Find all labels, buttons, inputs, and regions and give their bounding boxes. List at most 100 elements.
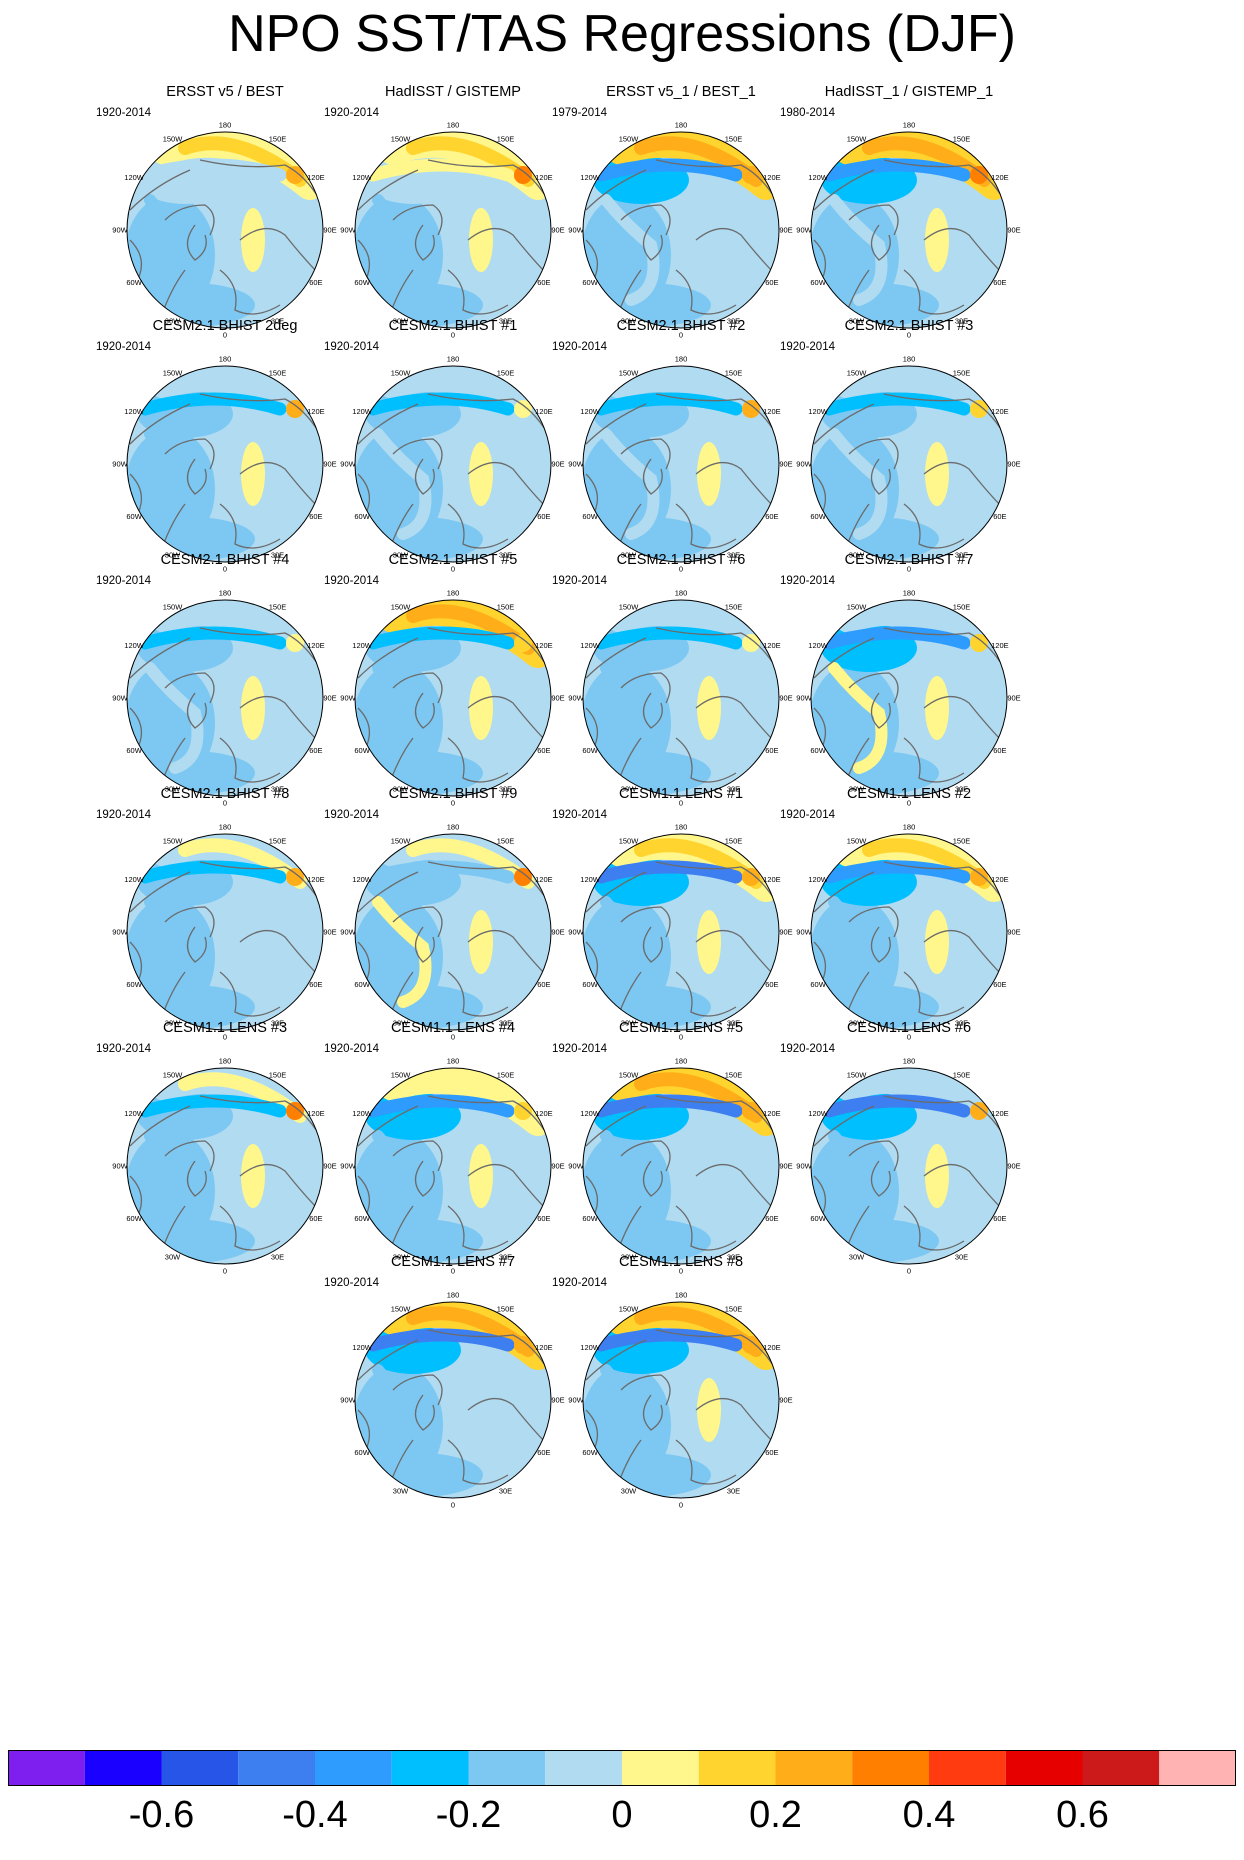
longitude-label: 120E (763, 173, 781, 182)
coastline (620, 1374, 671, 1406)
anomaly-region (241, 676, 265, 740)
polar-map: 180 150E 120E 90E 60E 30E 0 30W 60W 90W 120W 150W (340, 823, 564, 1042)
colorbar-segment (775, 1750, 853, 1786)
longitude-label: 150E (497, 603, 515, 612)
anomaly-band (862, 370, 991, 421)
coastline (695, 1164, 777, 1212)
colorbar-segment (1159, 1750, 1236, 1786)
colorbar-label: -0.6 (128, 1794, 195, 1836)
coastline (620, 1140, 671, 1172)
coastline (392, 438, 443, 470)
anomaly-band (634, 1306, 763, 1357)
coastline (585, 1339, 647, 1381)
longitude-label: 120W (352, 1343, 373, 1352)
panel-period: 1920-2014 (96, 575, 151, 587)
map-border (354, 599, 552, 797)
longitude-label: 150W (619, 135, 640, 144)
map-border (582, 833, 780, 1031)
longitude-label: 90W (340, 694, 356, 703)
longitude-label: 150E (953, 1071, 971, 1080)
anomaly-band (822, 392, 971, 416)
coastline (199, 861, 321, 903)
longitude-label: 0 (223, 1033, 227, 1042)
longitude-label: 180 (675, 1057, 688, 1066)
panel-period: 1920-2014 (96, 341, 151, 353)
coastline (357, 637, 419, 679)
polar-map: 180 150E 120E 90E 60E 30E 0 30W 60W 90W 120W 150W (340, 355, 564, 574)
anomaly-band (366, 158, 515, 182)
longitude-label: 0 (223, 799, 227, 808)
coastline (199, 1095, 321, 1137)
longitude-label: 120E (535, 1109, 553, 1118)
panel-period: 1920-2014 (96, 1043, 151, 1055)
longitude-label: 120E (307, 407, 325, 416)
longitude-label: 60W (810, 980, 826, 989)
longitude-label: 120W (124, 875, 145, 884)
anomaly-hotspot (514, 634, 532, 652)
anomaly-region (469, 676, 493, 740)
longitude-label: 120W (352, 1109, 373, 1118)
longitude-label: 0 (907, 799, 911, 808)
longitude-label: 60W (582, 746, 598, 755)
longitude-label: 150E (269, 837, 287, 846)
longitude-label: 60E (993, 746, 1006, 755)
anomaly-band (138, 1094, 287, 1118)
longitude-label: 60W (126, 980, 142, 989)
longitude-label: 150E (269, 369, 287, 378)
panel-period: 1979-2014 (552, 107, 607, 119)
panel-period: 1920-2014 (552, 575, 607, 587)
longitude-label: 90W (568, 928, 584, 937)
longitude-label: 30E (499, 550, 512, 559)
map-border (126, 833, 324, 1031)
longitude-label: 120W (124, 407, 145, 416)
anomaly-region (469, 442, 493, 506)
longitude-label: 180 (903, 823, 916, 832)
anomaly-region (925, 676, 949, 740)
longitude-label: 180 (447, 823, 460, 832)
longitude-label: 120W (352, 173, 373, 182)
coastline (655, 627, 777, 669)
map-border (810, 365, 1008, 563)
polar-map: 180 150E 120E 90E 60E 30E 0 30W 60W 90W 120W 150W (568, 121, 792, 340)
longitude-label: 30W (849, 1018, 865, 1027)
longitude-label: 90E (551, 928, 564, 937)
longitude-label: 60E (537, 512, 550, 521)
longitude-label: 120E (991, 875, 1009, 884)
colorbar-segment (545, 1750, 622, 1786)
coastline (467, 930, 549, 978)
anomaly-hotspot (286, 634, 304, 652)
polar-map: 180 150E 120E 90E 60E 30E 0 30W 60W 90W 120W 150W (340, 589, 564, 808)
longitude-label: 30W (393, 316, 409, 325)
panel-title: CESM2.1 BHIST #8 (160, 786, 290, 802)
coastline (585, 169, 647, 211)
longitude-label: 150E (497, 369, 515, 378)
longitude-label: 0 (907, 331, 911, 340)
coastline (186, 926, 207, 963)
longitude-label: 90E (779, 694, 792, 703)
longitude-label: 60W (126, 512, 142, 521)
anomaly-region (925, 1144, 949, 1208)
longitude-label: 60W (810, 746, 826, 755)
longitude-label: 150E (953, 603, 971, 612)
coastline (239, 696, 321, 744)
anomaly-region (925, 442, 949, 506)
longitude-label: 0 (451, 1033, 455, 1042)
longitude-label: 120W (808, 173, 829, 182)
longitude-label: 60E (993, 980, 1006, 989)
coastline (813, 637, 875, 679)
anomaly-band (366, 626, 515, 650)
longitude-label: 150E (497, 837, 515, 846)
coastline (655, 861, 777, 903)
longitude-label: 120E (535, 1343, 553, 1352)
anomaly-region (925, 910, 949, 974)
longitude-label: 90W (796, 1162, 812, 1171)
longitude-label: 120W (580, 875, 601, 884)
map-border (582, 1301, 780, 1499)
coastline (467, 696, 549, 744)
polar-map: 180 150E 120E 90E 60E 30E 0 30W 60W 90W 120W 150W (112, 121, 336, 340)
map-panel: HadISST / GISTEMP 1920-2014 180 150E 120E 90E… (318, 84, 588, 359)
map-panel: CESM2.1 BHIST #1 1920-2014 180 150E 120E 90E 6… (318, 318, 588, 593)
longitude-label: 0 (451, 565, 455, 574)
coastline (129, 637, 191, 679)
longitude-label: 150W (163, 1071, 184, 1080)
